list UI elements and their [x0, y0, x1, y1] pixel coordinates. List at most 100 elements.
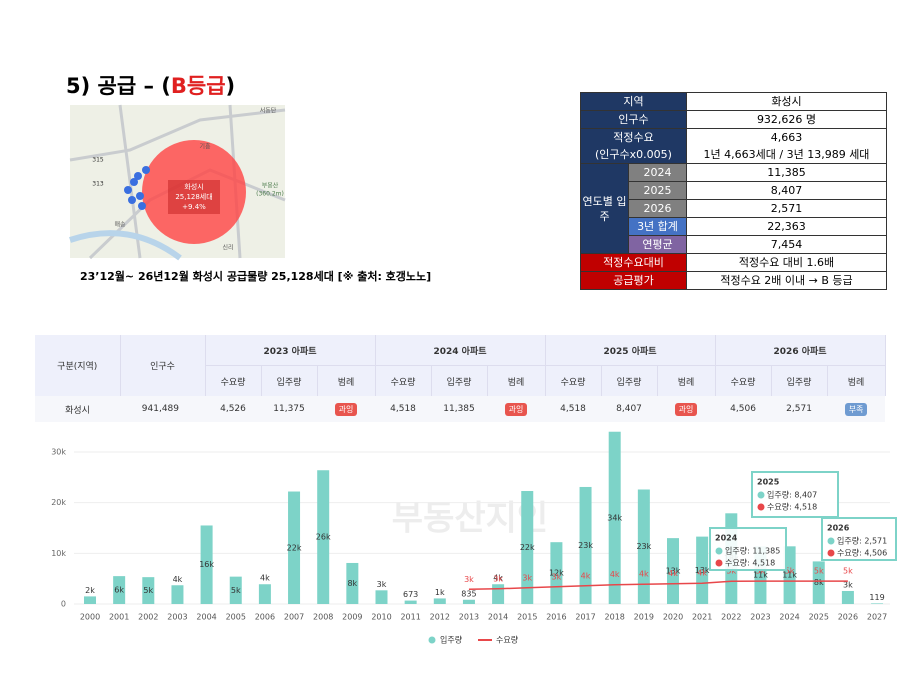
- badge: 과잉: [674, 402, 698, 416]
- x-tick-label: 2016: [546, 613, 566, 622]
- cell: 11,375: [261, 396, 317, 422]
- line-label: 5k: [814, 567, 824, 576]
- header-cell: 범례: [317, 365, 376, 396]
- tooltip-title: 2024: [715, 534, 738, 543]
- tooltip-dot: [715, 559, 723, 567]
- x-tick-label: 2017: [575, 613, 595, 622]
- tooltip-title: 2025: [757, 478, 780, 487]
- bar: [579, 486, 592, 604]
- x-tick-label: 2013: [459, 613, 479, 622]
- tooltip-row: 수요량: 4,518: [767, 502, 817, 512]
- bar-label: 3k: [843, 580, 853, 589]
- bar: [521, 491, 534, 604]
- bar-label: 34k: [607, 513, 622, 522]
- y-tick-label: 10k: [51, 549, 66, 558]
- map-label: 313: [92, 181, 104, 188]
- bar: [375, 590, 388, 604]
- title-grade: B등급: [170, 74, 226, 98]
- x-tick-label: 2008: [313, 613, 333, 622]
- bar: [113, 576, 126, 604]
- header-cell: 2024 아파트: [375, 335, 546, 366]
- bar-label: 23k: [578, 541, 593, 550]
- tooltip-dot: [757, 503, 765, 511]
- line-label: 5k: [785, 567, 795, 576]
- cell: 4,518: [375, 396, 432, 422]
- line-label: 4k: [581, 571, 591, 580]
- tooltip-row: 입주량: 2,571: [837, 536, 887, 546]
- header-cell: 입주량: [431, 365, 488, 396]
- tooltip-row: 입주량: 8,407: [767, 490, 817, 500]
- bar-label: 5k: [143, 586, 153, 595]
- bar: [871, 603, 884, 604]
- tooltip-dot: [827, 549, 835, 557]
- x-tick-label: 2012: [430, 613, 450, 622]
- cell: 22,363: [686, 217, 887, 236]
- bar-label: 8k: [814, 578, 824, 587]
- cell: 4,526: [205, 396, 261, 422]
- cell: 적정수요 (인구수x0.005): [580, 128, 687, 164]
- bar-label: 26k: [316, 533, 331, 542]
- bar-label: 11k: [753, 571, 768, 580]
- bar-label: 22k: [287, 543, 302, 552]
- bar: [171, 585, 184, 604]
- bar-label: 16k: [199, 560, 214, 569]
- cell: 연도별 입주: [580, 163, 629, 254]
- x-tick-label: 2025: [809, 613, 829, 622]
- bar: [492, 584, 505, 604]
- map-markers: [124, 166, 150, 210]
- tooltip-dot: [827, 537, 835, 545]
- header-cell: 수요량: [545, 365, 602, 396]
- header-cell: 범례: [487, 365, 546, 396]
- line-label: 5k: [756, 567, 766, 576]
- cell: 4,518: [545, 396, 602, 422]
- x-tick-label: 2005: [226, 613, 246, 622]
- cell: 4,506: [715, 396, 772, 422]
- header-cell: 2025 아파트: [545, 335, 716, 366]
- map-label: 화성시: [184, 182, 203, 191]
- bar: [404, 600, 417, 604]
- x-tick-label: 2001: [109, 613, 129, 622]
- legend-label: 수요량: [496, 635, 519, 645]
- header-cell: 수요량: [205, 365, 262, 396]
- bar: [550, 542, 563, 604]
- bar-label: 3k: [377, 580, 387, 589]
- caption: 23’12월~ 26년12월 화성시 공급물량 25,128세대 [※ 출처: …: [80, 270, 432, 283]
- map-label: 매송: [114, 221, 126, 229]
- cell: 공급평가: [580, 271, 687, 290]
- row: 수요량 입주량 범례 수요량 입주량 범례 수요량 입주량 범례 수요량 입주량 범례: [35, 365, 886, 396]
- cell: 과잉: [487, 396, 546, 422]
- bar: [812, 561, 825, 604]
- map-label: 315: [92, 157, 104, 164]
- tooltip-title: 2026: [827, 524, 850, 533]
- text: (인구수x0.005): [595, 148, 672, 161]
- line-label: 4k: [697, 569, 707, 578]
- bar-label: 6k: [114, 586, 124, 595]
- cell: 8,407: [686, 181, 887, 200]
- bar: [317, 470, 330, 604]
- cell: 화성시: [686, 92, 887, 111]
- x-tick-label: 2002: [138, 613, 158, 622]
- header-cell: 범례: [657, 365, 716, 396]
- badge: 과잉: [334, 402, 358, 416]
- y-tick-label: 20k: [51, 498, 66, 507]
- title-text: 5) 공급 – (: [66, 74, 171, 98]
- bar: [229, 576, 242, 604]
- x-tick-label: 2023: [750, 613, 770, 622]
- bar: [462, 599, 475, 604]
- bar-label: 119: [869, 593, 884, 602]
- bar-label: 835: [461, 589, 476, 598]
- legend-label: 입주량: [440, 635, 463, 645]
- text: 1년 4,663세대 / 3년 13,989 세대: [703, 148, 870, 161]
- tooltip-row: 수요량: 4,518: [725, 558, 775, 568]
- cell: 적정수요 대비 1.6배: [686, 253, 887, 272]
- line-label: 3k: [522, 573, 532, 582]
- x-tick-label: 2004: [196, 613, 216, 622]
- cell: 7,454: [686, 235, 887, 254]
- cell: 과잉: [657, 396, 716, 422]
- cell: 지역: [580, 92, 687, 111]
- x-tick-label: 2021: [692, 613, 712, 622]
- x-tick-label: 2019: [634, 613, 654, 622]
